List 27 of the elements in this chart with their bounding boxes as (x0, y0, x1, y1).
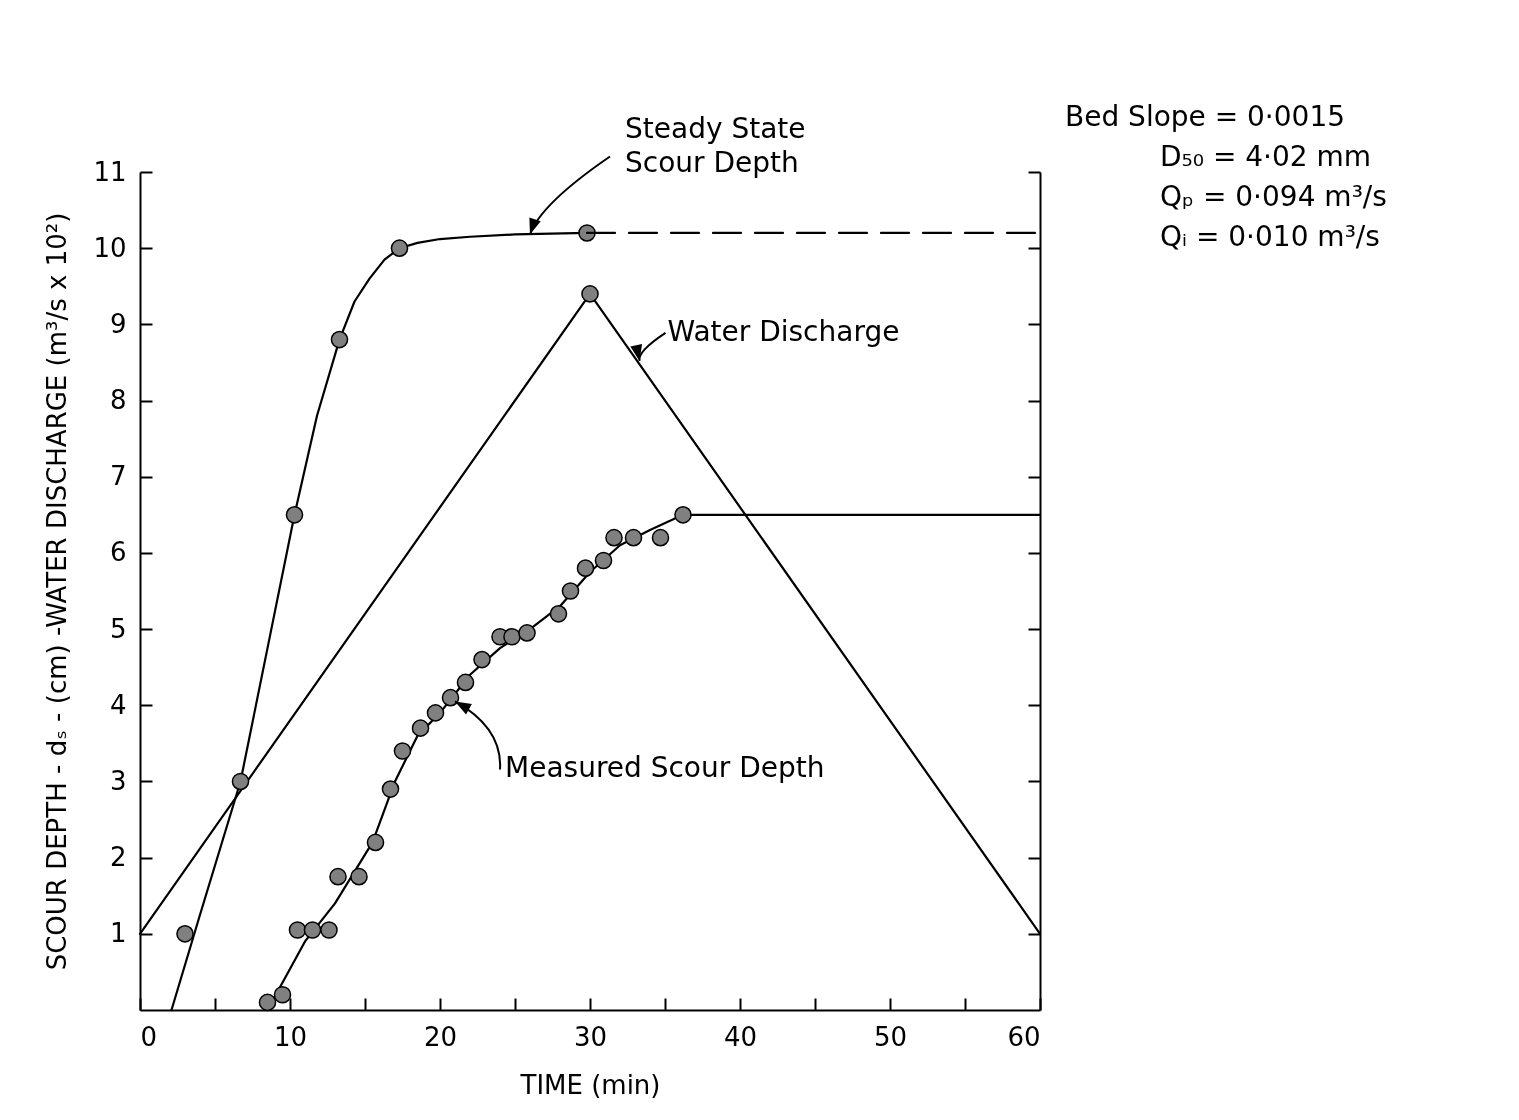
text: Qᵢ = 0·010 m³/s (1159, 220, 1381, 255)
x-axis-title: TIME (min) (519, 1069, 661, 1100)
text: Qₚ = 0·094 m³/s (1159, 180, 1387, 215)
y-tick-label: 11 (93, 156, 127, 187)
y-tick-label: 5 (109, 613, 127, 644)
x-tick-label: 50 (873, 1021, 908, 1052)
x-tick-label: 60 (1007, 1021, 1041, 1052)
y-tick-label: 7 (109, 461, 127, 492)
text: Bed Slope = 0·0015 (1065, 100, 1347, 135)
annotation: Water Discharge (667, 314, 900, 348)
y-tick-label: 9 (109, 308, 127, 339)
x-tick-label: 10 (273, 1021, 308, 1052)
y-tick-label: 3 (109, 765, 127, 796)
x-tick-label: 20 (423, 1021, 458, 1052)
annotation: Steady State Scour Depth (625, 112, 806, 180)
x-tick-label: 40 (723, 1021, 758, 1052)
x-tick-label: 30 (573, 1021, 608, 1052)
x-tick-label: 0 (140, 1021, 158, 1052)
y-tick-label: 10 (93, 232, 127, 263)
y-tick-label: 6 (109, 537, 127, 568)
annotation: Measured Scour Depth (505, 751, 825, 785)
y-tick-label: 8 (109, 385, 127, 416)
y-tick-label: 4 (109, 689, 127, 720)
y-tick-label: 2 (109, 842, 127, 873)
y-tick-label: 1 (109, 918, 127, 949)
text: D₅₀ = 4·02 mm (1159, 140, 1373, 175)
y-axis-title: SCOUR DEPTH - dₛ - (cm) -WATER DISCHARGE (m³/s x 10²) (42, 212, 73, 971)
